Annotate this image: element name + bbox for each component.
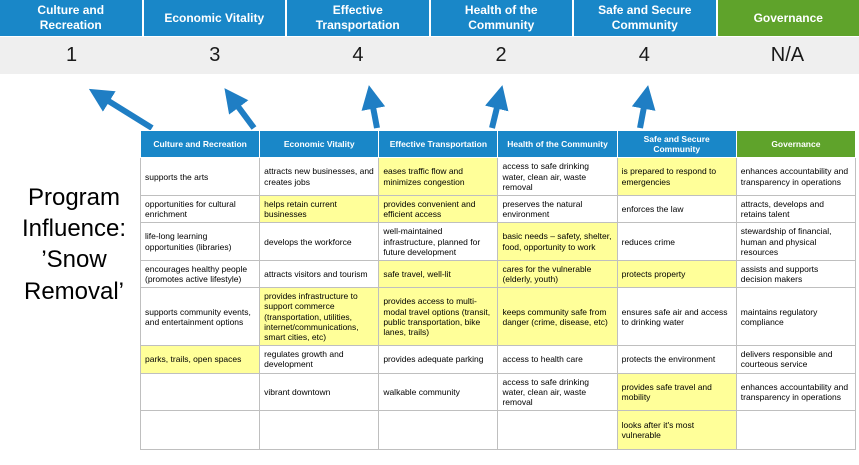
table-row: supports community events, and entertain…	[139, 287, 857, 347]
banner-column-safe-secure-community: Safe and Secure Community	[574, 0, 716, 36]
banner-label: Governance	[753, 10, 823, 25]
table-cell	[139, 372, 261, 412]
up-arrow-icon	[224, 88, 257, 130]
table-cell: is prepared to respond to emergencies	[616, 157, 737, 196]
table-cell: attracts visitors and tourism	[259, 259, 380, 289]
table-cell: provides safe travel and mobility	[616, 372, 737, 412]
banner-column-health-community: Health of the Community	[430, 0, 572, 36]
table-cell: opportunities for cultural enrichment	[139, 194, 261, 224]
table-cell	[497, 410, 618, 451]
score-governance: N/A	[770, 44, 805, 66]
table-cell: parks, trails, open spaces	[139, 345, 261, 374]
table-header-safe-secure-community: Safe and Secure Community	[616, 129, 737, 159]
score-culture-recreation: 1	[66, 44, 78, 66]
table-cell: supports the arts	[139, 157, 261, 196]
table-cell: provides adequate parking	[378, 345, 499, 374]
table-cell: delivers responsible and courteous servi…	[735, 345, 857, 374]
table-cell: ensures safe air and access to drinking …	[616, 287, 737, 347]
table-cell: vibrant downtown	[259, 372, 380, 412]
banner-label: Health of the Community	[464, 3, 538, 32]
table-cell: provides access to multi-modal travel op…	[378, 287, 499, 347]
table-cell: walkable community	[378, 372, 499, 412]
banner-label: Safe and Secure Community	[598, 3, 692, 32]
banner-column-culture-recreation: Culture and Recreation	[0, 0, 142, 36]
up-arrow-icon	[485, 85, 509, 129]
table-cell: access to health care	[497, 345, 618, 374]
banner-label: Effective Transportation	[315, 3, 400, 32]
table-cell: provides infrastructure to support comme…	[259, 287, 380, 347]
table-header-row: Culture and Recreation Economic Vitality…	[139, 129, 857, 159]
table-cell: assists and supports decision makers	[735, 259, 857, 289]
table-header-economic-vitality: Economic Vitality	[259, 129, 380, 159]
banner-label: Economic Vitality	[164, 10, 265, 25]
table-cell: provides convenient and efficient access	[378, 194, 499, 224]
table-cell: enhances accountability and transparency…	[735, 157, 857, 196]
table-cell: eases traffic flow and minimizes congest…	[378, 157, 499, 196]
banner-column-governance: Governance	[717, 0, 859, 36]
table-cell: maintains regulatory compliance	[735, 287, 857, 347]
table-cell	[139, 410, 261, 451]
table-cell: supports community events, and entertain…	[139, 287, 261, 347]
table-row: encourages healthy people (promotes acti…	[139, 259, 857, 289]
table-cell: develops the workforce	[259, 222, 380, 261]
table-cell: attracts, develops and retains talent	[735, 194, 857, 224]
banner-column-economic-vitality: Economic Vitality	[143, 0, 285, 36]
table-cell: safe travel, well-lit	[378, 259, 499, 289]
table-cell: basic needs – safety, shelter, food, opp…	[497, 222, 618, 261]
table-cell: enforces the law	[616, 194, 737, 224]
table-row: opportunities for cultural enrichment hel…	[139, 194, 857, 224]
table-header-governance: Governance	[735, 129, 857, 159]
table-cell	[735, 410, 857, 451]
table-cell: well-maintained infrastructure, planned …	[378, 222, 499, 261]
table-cell	[259, 410, 380, 451]
up-arrow-icon	[631, 85, 656, 129]
table-row: supports the arts attracts new businesses…	[139, 157, 857, 196]
table-cell: enhances accountability and transparency…	[735, 372, 857, 412]
score-economic-vitality: 3	[209, 44, 221, 66]
table-cell: regulates growth and development	[259, 345, 380, 374]
score-health-community: 2	[495, 44, 507, 66]
table-cell: access to safe drinking water, clean air…	[497, 372, 618, 412]
table-cell: keeps community safe from danger (crime,…	[497, 287, 618, 347]
influence-table: Culture and Recreation Economic Vitality…	[139, 129, 857, 451]
table-cell: reduces crime	[616, 222, 737, 261]
top-banner: Culture and Recreation Economic Vitality…	[0, 0, 859, 36]
table-cell: protects the environment	[616, 345, 737, 374]
table-cell: stewardship of financial, human and phys…	[735, 222, 857, 261]
table-cell: access to safe drinking water, clean air…	[497, 157, 618, 196]
table-cell	[378, 410, 499, 451]
score-row: 1 3 4 2 4 N/A	[0, 37, 859, 74]
program-influence-label: Program Influence: ’Snow Removal’	[21, 184, 127, 305]
table-cell: protects property	[616, 259, 737, 289]
table-header-culture-recreation: Culture and Recreation	[139, 129, 261, 159]
score-safe-secure-community: 4	[638, 44, 650, 66]
table-cell: preserves the natural environment	[497, 194, 618, 224]
table-cell: helps retain current businesses	[259, 194, 380, 224]
up-arrow-icon	[361, 85, 386, 129]
table-header-health-community: Health of the Community	[497, 129, 618, 159]
table-cell: attracts new businesses, and creates job…	[259, 157, 380, 196]
banner-column-effective-transportation: Effective Transportation	[287, 0, 429, 36]
banner-label: Culture and Recreation	[37, 3, 105, 32]
table-row: looks after it's most vulnerable	[139, 410, 857, 451]
table-row: vibrant downtown walkable community access…	[139, 372, 857, 412]
score-effective-transportation: 4	[352, 44, 364, 66]
table-cell: life-long learning opportunities (librar…	[139, 222, 261, 261]
table-row: parks, trails, open spaces regulates grow…	[139, 345, 857, 374]
table-cell: cares for the vulnerable (elderly, youth…	[497, 259, 618, 289]
table-header-effective-transportation: Effective Transportation	[378, 129, 499, 159]
up-arrow-icon	[88, 88, 154, 131]
table-cell: looks after it's most vulnerable	[616, 410, 737, 451]
table-row: life-long learning opportunities (librar…	[139, 222, 857, 261]
table-cell: encourages healthy people (promotes acti…	[139, 259, 261, 289]
